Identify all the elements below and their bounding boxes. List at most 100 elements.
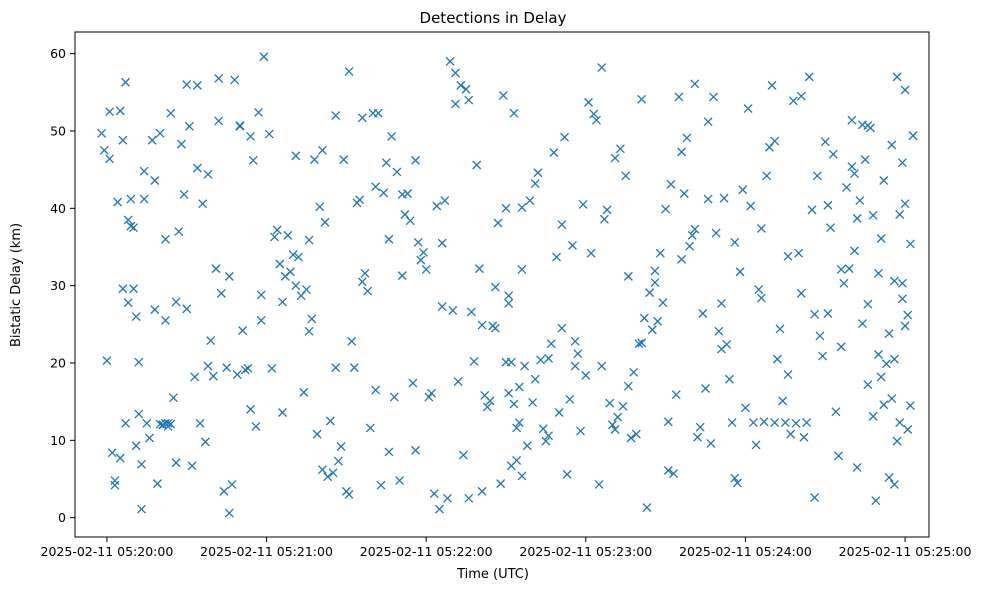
data-point (677, 147, 687, 157)
data-point (693, 432, 703, 442)
data-point (477, 486, 487, 496)
data-point (134, 357, 144, 367)
x-tick-label: 2025-02-11 05:23:00 (519, 544, 652, 559)
data-point (786, 429, 796, 439)
data-point (847, 115, 857, 125)
data-point (879, 400, 889, 410)
data-point (126, 194, 136, 204)
data-point (371, 385, 381, 395)
data-point (411, 445, 420, 455)
data-point (296, 291, 306, 301)
data-point (690, 224, 700, 234)
data-point (863, 299, 873, 309)
data-point (357, 277, 367, 287)
data-point (759, 417, 769, 427)
data-point (690, 79, 700, 89)
data-point (666, 179, 676, 189)
y-tick-label: 50 (50, 123, 66, 138)
data-point (770, 418, 780, 428)
data-point (597, 63, 607, 73)
data-point (307, 314, 317, 324)
data-point (722, 339, 732, 349)
data-point (570, 361, 580, 371)
data-point (730, 237, 740, 247)
data-point (450, 68, 460, 78)
data-point (456, 80, 466, 90)
data-point (123, 298, 133, 308)
data-point (796, 288, 806, 298)
data-point (525, 196, 535, 206)
data-point (376, 480, 386, 490)
data-point (807, 205, 817, 215)
data-point (121, 418, 131, 428)
data-point (453, 377, 463, 387)
data-point (198, 199, 208, 209)
data-point (772, 354, 782, 364)
data-point (892, 72, 902, 82)
data-point (517, 471, 527, 481)
x-axis: 2025-02-11 05:20:00 2025-02-11 05:21:00 20… (41, 537, 972, 559)
data-point (868, 411, 878, 421)
data-point (344, 66, 354, 76)
data-point (208, 371, 218, 381)
data-point (602, 205, 612, 215)
data-point (110, 480, 120, 490)
data-point (365, 423, 375, 433)
data-point (703, 194, 713, 204)
data-point (166, 419, 176, 429)
data-point (504, 298, 514, 308)
data-point (474, 264, 484, 274)
data-point (520, 361, 530, 371)
data-point (639, 313, 649, 323)
data-point (892, 436, 902, 446)
data-point (900, 199, 910, 209)
data-point (309, 155, 319, 165)
data-point (530, 374, 540, 384)
data-point (477, 320, 487, 330)
data-point (379, 188, 389, 198)
data-point (488, 321, 498, 331)
data-point (613, 412, 623, 422)
data-point (331, 111, 341, 120)
data-point (855, 196, 865, 206)
data-point (317, 465, 327, 475)
data-point (791, 418, 801, 428)
data-point (203, 169, 213, 179)
data-point (815, 331, 825, 341)
data-point (725, 374, 734, 384)
data-point (147, 135, 157, 145)
data-point (735, 267, 745, 277)
data-point (770, 136, 780, 146)
data-point (496, 479, 506, 489)
x-tick-label: 2025-02-11 05:25:00 (839, 544, 972, 559)
data-point (879, 176, 889, 185)
data-point (373, 108, 383, 118)
data-point (836, 342, 846, 352)
y-tick-label: 30 (50, 278, 66, 293)
data-point (804, 72, 814, 82)
data-point (493, 218, 503, 228)
data-point (498, 90, 508, 100)
data-point (416, 255, 426, 265)
data-point (182, 80, 192, 90)
data-point (831, 407, 841, 417)
data-point (746, 201, 756, 211)
x-tick-label: 2025-02-11 05:24:00 (679, 544, 812, 559)
y-tick-label: 0 (58, 510, 66, 525)
data-point (884, 329, 894, 339)
data-point (384, 447, 394, 457)
data-point (895, 418, 905, 428)
data-point (363, 286, 373, 296)
data-point (783, 251, 793, 261)
data-point (440, 196, 450, 206)
data-point (267, 363, 277, 373)
data-point (182, 304, 192, 314)
data-point (836, 264, 846, 274)
data-point (283, 230, 293, 240)
data-point (158, 420, 168, 430)
data-point (677, 254, 687, 264)
data-point (129, 223, 138, 233)
data-point (126, 221, 136, 231)
data-point (469, 356, 479, 366)
